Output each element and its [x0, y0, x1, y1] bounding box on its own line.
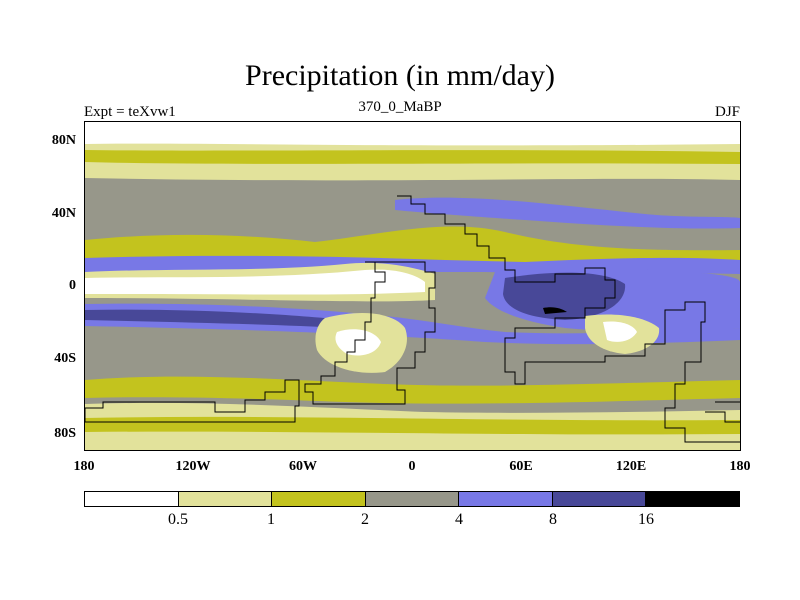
continent-outline [85, 379, 300, 423]
colorbar-label: 16 [638, 511, 654, 528]
colorbar-label: 1 [267, 511, 275, 528]
band-1-2 [85, 150, 740, 164]
y-tick-label: 40N [51, 206, 76, 221]
colorbar-label: 2 [361, 511, 369, 528]
continent-outline [397, 195, 740, 443]
x-tick-label: 180 [729, 459, 751, 474]
colorbar-swatch [272, 492, 366, 506]
colorbar-swatch [178, 492, 273, 506]
colorbar-swatch [365, 492, 460, 506]
colorbar-swatch [459, 492, 553, 506]
x-tick-label: 120W [175, 459, 211, 474]
band-above-16 [543, 307, 567, 314]
band-8-16 [85, 309, 345, 328]
band-below-0-5 [85, 122, 740, 146]
colorbar-label: 4 [455, 511, 463, 528]
continent-outline [705, 401, 740, 423]
colorbar-label: 0.5 [168, 511, 188, 528]
band-below-0-5 [85, 269, 425, 295]
band-1-2 [85, 376, 740, 404]
precipitation-map [84, 121, 741, 451]
colorbar-swatch [85, 492, 179, 506]
band-1-2 [85, 416, 740, 435]
band-below-0-5 [603, 321, 637, 342]
period-label: 370_0_MaBP [358, 99, 442, 115]
y-tick-label: 80S [54, 426, 76, 441]
band-below-0-5 [335, 329, 381, 356]
y-tick-label: 0 [69, 278, 76, 293]
y-tick-label: 40S [54, 351, 76, 366]
season-label: DJF [714, 104, 740, 120]
colorbar-swatch [646, 492, 740, 506]
colorbar-swatch [552, 492, 647, 506]
continent-outline [304, 261, 436, 405]
colorbar-label: 8 [549, 511, 557, 528]
experiment-label: Expt = teXvw1 [84, 104, 176, 120]
x-tick-label: 60E [509, 459, 533, 474]
x-tick-label: 60W [289, 459, 317, 474]
map-svg [85, 122, 740, 450]
colorbar [84, 491, 740, 507]
x-tick-label: 0 [408, 459, 416, 474]
y-tick-label: 80N [51, 133, 76, 148]
chart-title: Precipitation (in mm/day) [245, 59, 555, 92]
band-4-8 [395, 197, 740, 229]
x-tick-label: 180 [73, 459, 95, 474]
x-tick-label: 120E [615, 459, 647, 474]
